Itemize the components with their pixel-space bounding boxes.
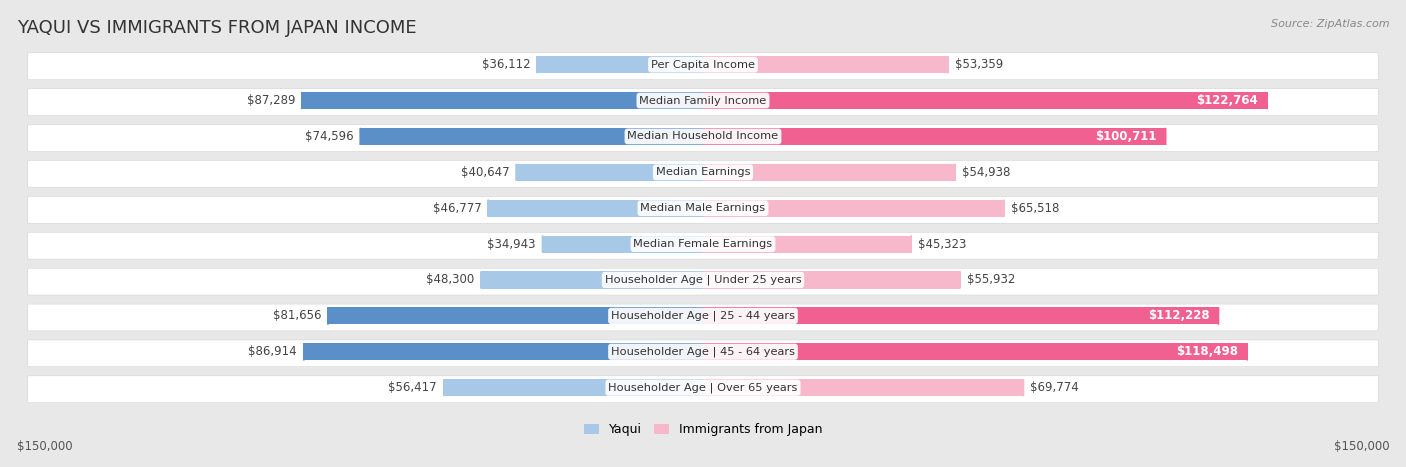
Bar [703, 164, 955, 181]
Text: $46,777: $46,777 [433, 202, 481, 215]
Text: $34,943: $34,943 [486, 238, 536, 251]
Text: Householder Age | 25 - 44 years: Householder Age | 25 - 44 years [612, 311, 794, 321]
Text: $40,647: $40,647 [461, 166, 509, 179]
Text: Median Female Earnings: Median Female Earnings [634, 239, 772, 249]
Text: Median Family Income: Median Family Income [640, 96, 766, 106]
Text: Householder Age | Under 25 years: Householder Age | Under 25 years [605, 275, 801, 285]
Bar [703, 235, 911, 253]
Text: Median Male Earnings: Median Male Earnings [641, 203, 765, 213]
Text: $74,596: $74,596 [305, 130, 353, 143]
FancyBboxPatch shape [28, 340, 1378, 367]
Text: $56,417: $56,417 [388, 381, 437, 394]
Bar [488, 200, 703, 217]
FancyBboxPatch shape [28, 232, 1378, 259]
Text: $100,711: $100,711 [1095, 130, 1156, 143]
Bar [304, 343, 703, 360]
Text: Source: ZipAtlas.com: Source: ZipAtlas.com [1271, 19, 1389, 28]
Text: $112,228: $112,228 [1147, 309, 1209, 322]
Legend: Yaqui, Immigrants from Japan: Yaqui, Immigrants from Japan [583, 424, 823, 437]
Bar [360, 128, 703, 145]
Bar [703, 379, 1024, 396]
Bar [703, 128, 1166, 145]
Text: Householder Age | Over 65 years: Householder Age | Over 65 years [609, 382, 797, 393]
Text: $48,300: $48,300 [426, 274, 474, 286]
Bar [703, 343, 1247, 360]
Text: $36,112: $36,112 [482, 58, 530, 71]
Text: Householder Age | 45 - 64 years: Householder Age | 45 - 64 years [612, 347, 794, 357]
FancyBboxPatch shape [28, 268, 1378, 295]
Text: YAQUI VS IMMIGRANTS FROM JAPAN INCOME: YAQUI VS IMMIGRANTS FROM JAPAN INCOME [17, 19, 416, 37]
Text: $150,000: $150,000 [17, 440, 73, 453]
Text: Per Capita Income: Per Capita Income [651, 60, 755, 70]
Text: $122,764: $122,764 [1197, 94, 1257, 107]
FancyBboxPatch shape [28, 89, 1378, 115]
Bar [703, 56, 948, 73]
Text: Median Household Income: Median Household Income [627, 131, 779, 142]
Text: $81,656: $81,656 [273, 309, 321, 322]
Bar [516, 164, 703, 181]
Text: $69,774: $69,774 [1031, 381, 1080, 394]
FancyBboxPatch shape [28, 304, 1378, 331]
FancyBboxPatch shape [28, 376, 1378, 403]
Text: $150,000: $150,000 [1333, 440, 1389, 453]
Bar [703, 307, 1219, 325]
Text: Median Earnings: Median Earnings [655, 167, 751, 177]
Bar [703, 271, 960, 289]
Bar [537, 56, 703, 73]
Bar [302, 92, 703, 109]
FancyBboxPatch shape [28, 161, 1378, 187]
Text: $45,323: $45,323 [918, 238, 966, 251]
Bar [703, 92, 1267, 109]
Bar [543, 235, 703, 253]
Text: $65,518: $65,518 [1011, 202, 1059, 215]
Text: $53,359: $53,359 [955, 58, 1004, 71]
Text: $87,289: $87,289 [246, 94, 295, 107]
FancyBboxPatch shape [28, 125, 1378, 151]
Bar [481, 271, 703, 289]
Text: $55,932: $55,932 [967, 274, 1015, 286]
FancyBboxPatch shape [28, 53, 1378, 80]
Text: $118,498: $118,498 [1175, 345, 1239, 358]
Text: $54,938: $54,938 [962, 166, 1011, 179]
Text: $86,914: $86,914 [249, 345, 297, 358]
Bar [703, 200, 1004, 217]
FancyBboxPatch shape [28, 197, 1378, 223]
Bar [328, 307, 703, 325]
Bar [444, 379, 703, 396]
